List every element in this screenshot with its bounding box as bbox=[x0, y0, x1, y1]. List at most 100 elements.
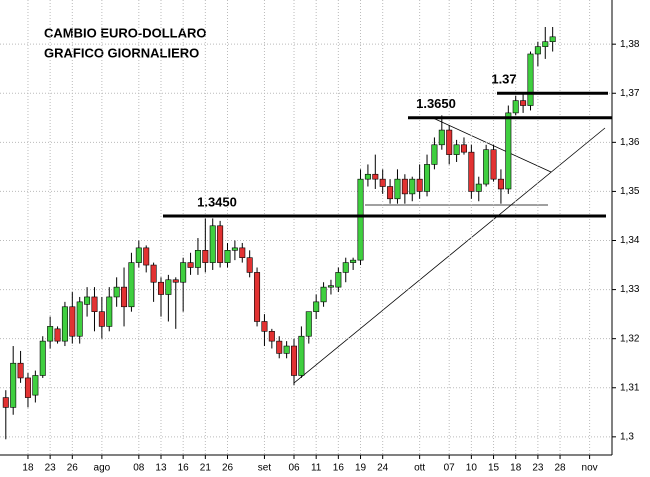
candle-body bbox=[283, 345, 290, 354]
candle-body bbox=[239, 247, 246, 258]
candle-body bbox=[409, 178, 416, 195]
candle-body bbox=[468, 151, 475, 192]
chart-title: CAMBIO EURO-DOLLARO bbox=[44, 25, 207, 40]
candle-body bbox=[91, 296, 98, 312]
x-tick-label: 18 bbox=[510, 463, 522, 474]
y-tick-label: 1,35 bbox=[620, 186, 640, 197]
candle-body bbox=[39, 340, 46, 376]
x-tick-label: 15 bbox=[488, 463, 500, 474]
candle-body bbox=[490, 149, 497, 180]
candle-body bbox=[246, 257, 253, 273]
candle-body bbox=[512, 100, 519, 114]
level-label: 1.37 bbox=[491, 72, 516, 87]
x-tick-label: 23 bbox=[532, 463, 544, 474]
candle-body bbox=[379, 178, 386, 187]
y-tick-label: 1,31 bbox=[620, 382, 640, 393]
candle-body bbox=[542, 41, 549, 47]
candle-body bbox=[320, 286, 327, 303]
candle-body bbox=[261, 321, 268, 332]
y-tick-label: 1,36 bbox=[620, 137, 640, 148]
candle-body bbox=[520, 100, 527, 106]
candle-body bbox=[180, 262, 187, 283]
x-tick-label: 26 bbox=[67, 463, 79, 474]
candle-body bbox=[187, 262, 194, 268]
candle-body bbox=[165, 279, 172, 295]
chart-subtitle: GRAFICO GIORNALIERO bbox=[44, 45, 199, 60]
trend-line bbox=[432, 117, 552, 173]
level-label: 1.3650 bbox=[416, 96, 456, 111]
candle-body bbox=[372, 173, 379, 180]
candle-body bbox=[98, 311, 105, 327]
candle-body bbox=[128, 262, 135, 308]
candle-body bbox=[475, 183, 482, 192]
candle-body bbox=[2, 397, 9, 408]
y-tick-label: 1,3 bbox=[620, 431, 634, 442]
candle-body bbox=[217, 225, 224, 263]
candle-body bbox=[416, 178, 423, 192]
level-label: 1.3450 bbox=[197, 194, 237, 209]
candle-body bbox=[335, 272, 342, 288]
candle-body bbox=[387, 186, 394, 200]
candle-body bbox=[291, 345, 298, 376]
candle-body bbox=[268, 331, 275, 342]
x-tick-label: 19 bbox=[355, 463, 367, 474]
x-tick-label: 16 bbox=[333, 463, 345, 474]
candle-body bbox=[254, 272, 261, 322]
candle-body bbox=[497, 178, 504, 190]
candle-body bbox=[460, 144, 467, 153]
x-tick-label: 13 bbox=[155, 463, 167, 474]
candle-body bbox=[424, 164, 431, 192]
candle-body bbox=[431, 144, 438, 165]
candle-body bbox=[527, 53, 534, 106]
candle-body bbox=[209, 225, 216, 263]
candle-body bbox=[76, 301, 83, 337]
candle-body bbox=[305, 311, 312, 337]
x-tick-label: 07 bbox=[444, 463, 456, 474]
candle-body bbox=[394, 178, 401, 200]
x-tick-label: 21 bbox=[200, 463, 212, 474]
candle-body bbox=[135, 247, 142, 263]
x-tick-label: ago bbox=[94, 463, 111, 474]
y-tick-label: 1,34 bbox=[620, 235, 640, 246]
candle-body bbox=[483, 149, 490, 185]
candle-body bbox=[143, 247, 150, 266]
candle-body bbox=[446, 129, 453, 155]
x-tick-label: 06 bbox=[288, 463, 300, 474]
candle-body bbox=[172, 279, 179, 283]
candle-body bbox=[350, 259, 357, 263]
x-tick-label: 26 bbox=[222, 463, 234, 474]
x-tick-label: ott bbox=[414, 463, 425, 474]
candle-body bbox=[69, 306, 76, 337]
candle-body bbox=[150, 264, 157, 283]
candle-body bbox=[17, 362, 24, 379]
candle-body bbox=[121, 286, 128, 308]
x-tick-label: 08 bbox=[133, 463, 145, 474]
candle-body bbox=[10, 362, 17, 408]
x-tick-label: 18 bbox=[22, 463, 34, 474]
y-tick-label: 1,32 bbox=[620, 333, 640, 344]
x-tick-label: 11 bbox=[311, 463, 322, 474]
x-tick-label: 16 bbox=[178, 463, 190, 474]
candle-body bbox=[401, 178, 408, 195]
candle-body bbox=[534, 46, 541, 55]
candle-body bbox=[438, 129, 445, 146]
candle-body bbox=[231, 247, 238, 251]
candle-body bbox=[54, 328, 61, 342]
candle-body bbox=[61, 306, 68, 342]
candle-body bbox=[224, 250, 231, 263]
candle-body bbox=[84, 296, 91, 305]
candle-body bbox=[313, 301, 320, 312]
candle-body bbox=[549, 36, 556, 43]
y-tick-label: 1,33 bbox=[620, 284, 640, 295]
x-tick-label: 23 bbox=[45, 463, 57, 474]
candle-body bbox=[113, 286, 120, 298]
candle-body bbox=[106, 296, 113, 327]
candle-body bbox=[342, 262, 349, 273]
y-tick-label: 1,37 bbox=[620, 88, 640, 99]
candle-body bbox=[47, 326, 54, 342]
x-tick-label: set bbox=[258, 463, 272, 474]
candle-body bbox=[24, 377, 31, 398]
candle-body bbox=[157, 281, 164, 295]
